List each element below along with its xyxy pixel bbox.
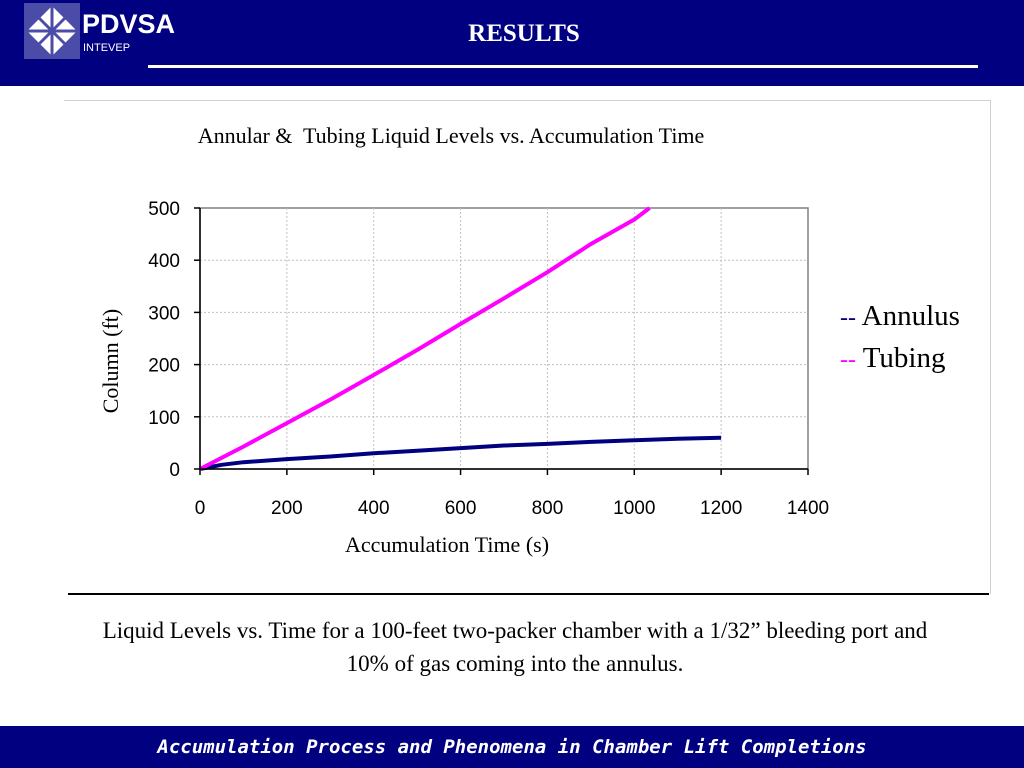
y-tick-label: 300 — [148, 303, 180, 324]
x-axis-label: Accumulation Time (s) — [345, 532, 549, 557]
figure-caption: Liquid Levels vs. Time for a 100-feet tw… — [102, 618, 928, 676]
header-bar: PDVSA INTEVEP RESULTS — [0, 0, 1024, 86]
liquid-levels-chart: Annular & Tubing Liquid Levels vs. Accum… — [98, 123, 829, 557]
axis-ticks: 0 200 400 600 800 1000 1200 1400 0 100 200 300 400 50… — [148, 199, 829, 519]
series-line-tubing — [199, 206, 651, 471]
y-tick-label: 0 — [169, 460, 180, 481]
plot-area — [199, 207, 809, 470]
pdvsa-logo-icon — [24, 3, 80, 59]
legend-item-annulus: -- Annulus — [840, 296, 960, 338]
chart-title: Annular & Tubing Liquid Levels vs. Accum… — [198, 123, 705, 148]
x-tick-label: 800 — [532, 498, 564, 519]
legend-label-annulus: Annulus — [861, 300, 960, 332]
y-tick-label: 400 — [148, 251, 180, 272]
series-line-annulus — [199, 435, 722, 471]
legend-marker-annulus: -- — [840, 305, 856, 331]
x-tick-label: 200 — [271, 498, 303, 519]
logo-subtitle: INTEVEP — [83, 42, 131, 54]
legend-marker-tubing: -- — [840, 347, 856, 373]
footer-bar: Accumulation Process and Phenomena in Ch… — [0, 726, 1024, 768]
y-tick-label: 500 — [148, 199, 180, 220]
chart-frame — [64, 100, 991, 594]
legend-label-tubing: Tubing — [862, 342, 946, 374]
x-tick-label: 0 — [195, 498, 206, 519]
logo-name: PDVSA — [82, 9, 176, 39]
x-tick-label: 600 — [445, 498, 477, 519]
series-layer — [199, 206, 722, 471]
x-tick-label: 400 — [358, 498, 390, 519]
x-tick-label: 1000 — [613, 498, 655, 519]
company-logo: PDVSA INTEVEP — [24, 3, 194, 59]
title-underline — [148, 65, 978, 68]
x-tick-label: 1200 — [700, 498, 742, 519]
legend-item-tubing: -- Tubing — [840, 338, 960, 380]
y-tick-label: 100 — [148, 408, 180, 429]
chart-frame-bottom-rule — [68, 593, 989, 595]
footer-title: Accumulation Process and Phenomena in Ch… — [157, 736, 867, 758]
chart-legend: -- Annulus -- Tubing — [840, 296, 960, 380]
y-tick-label: 200 — [148, 356, 180, 377]
slide-title: RESULTS — [468, 20, 580, 47]
y-axis-label: Column (ft) — [98, 309, 123, 414]
x-tick-label: 1400 — [787, 498, 829, 519]
